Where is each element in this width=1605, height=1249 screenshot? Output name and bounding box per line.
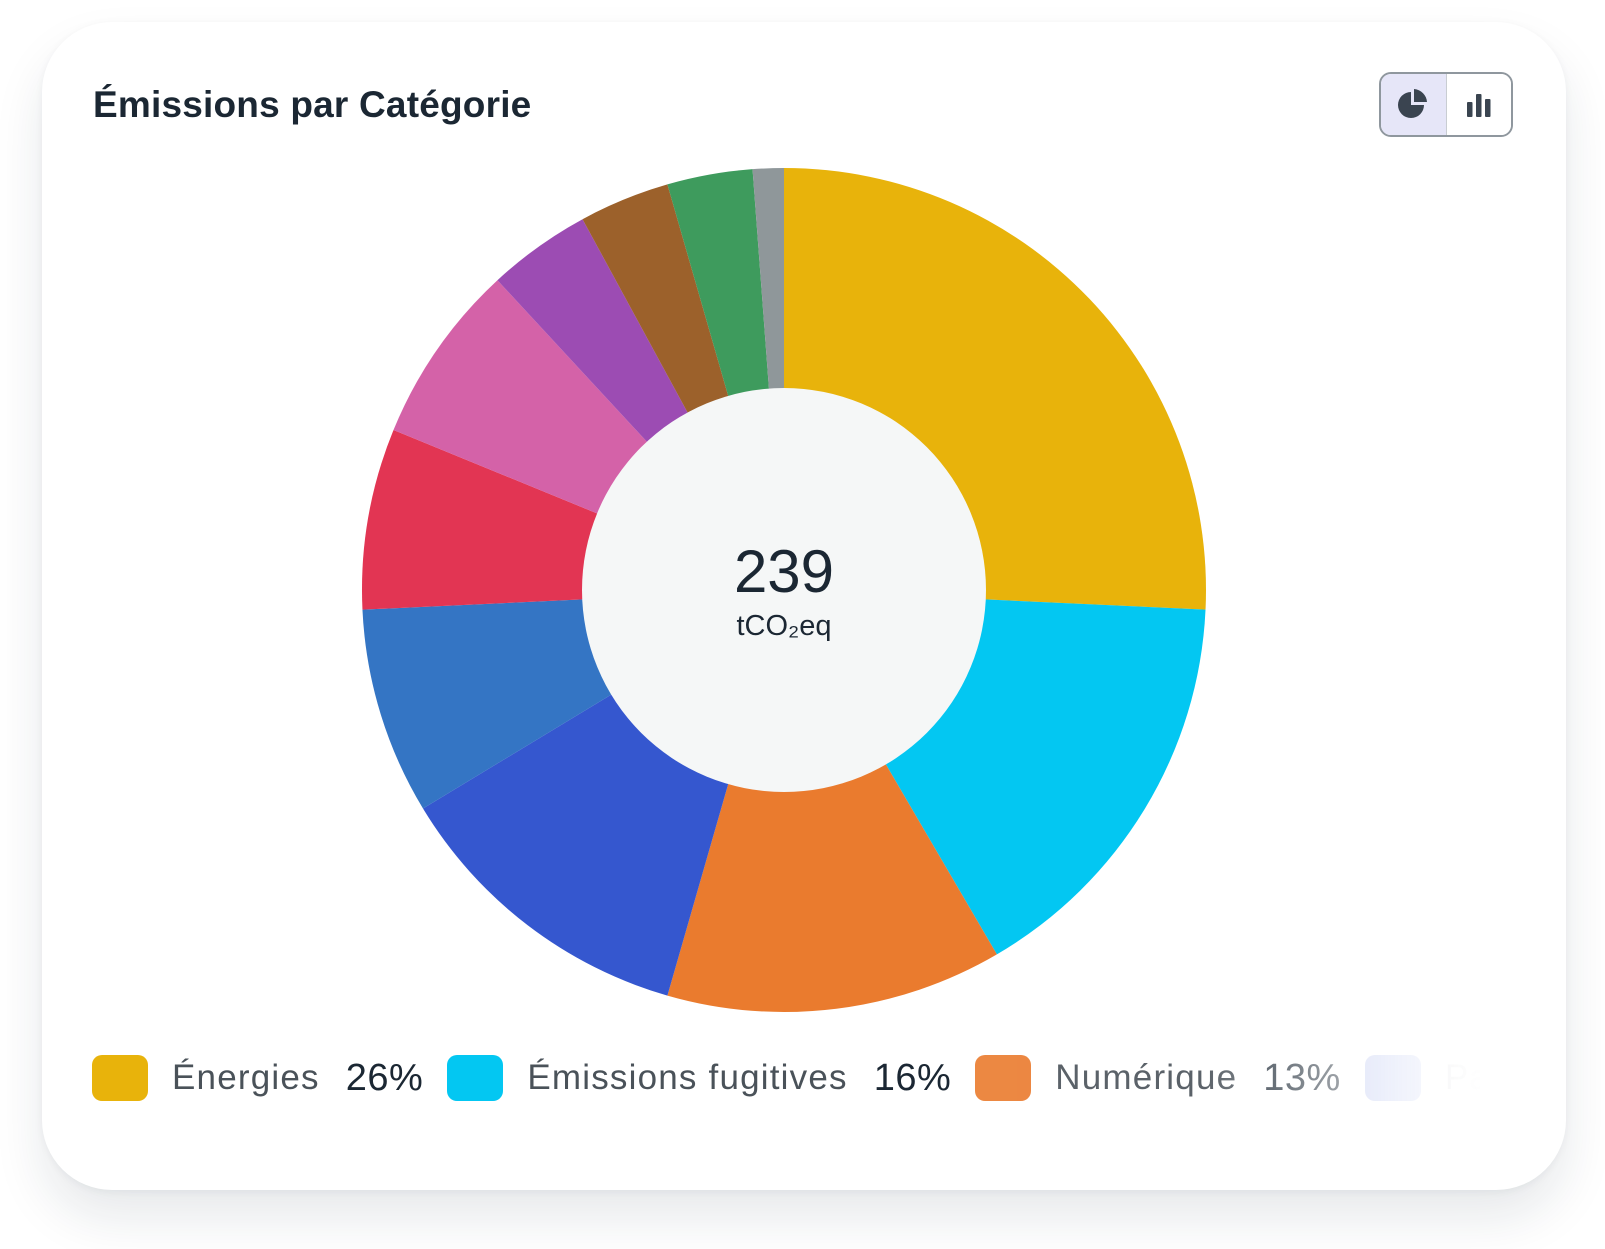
- legend-swatch: [1364, 1055, 1421, 1101]
- card-title: Émissions par Catégorie: [93, 84, 532, 125]
- chart-legend: Énergies 26% Émissions fugitives 16% Numériq…: [92, 1048, 1482, 1108]
- legend-label: Pa: [1444, 1058, 1482, 1097]
- legend-item[interactable]: Énergies 26%: [92, 1055, 447, 1101]
- legend-swatch: [975, 1055, 1032, 1101]
- pie-view-button[interactable]: [1381, 74, 1446, 135]
- chart-view-toggle: [1379, 72, 1513, 137]
- legend-item[interactable]: Pa: [1364, 1055, 1482, 1101]
- legend-label: Émissions fugitives: [527, 1058, 848, 1097]
- legend-label: Énergies: [172, 1058, 320, 1097]
- bar-chart-icon: [1466, 93, 1491, 117]
- legend-percent: 13%: [1263, 1056, 1341, 1099]
- legend-label: Numérique: [1055, 1058, 1238, 1097]
- legend-swatch: [92, 1055, 148, 1101]
- donut-center: [582, 388, 986, 792]
- bar-view-button[interactable]: [1445, 74, 1511, 135]
- legend-percent: 26%: [345, 1056, 424, 1099]
- emissions-card: Émissions par Catégorie 239 tCO₂eq Énerg…: [42, 22, 1566, 1190]
- pie-chart-icon: [1398, 88, 1428, 118]
- donut-slice[interactable]: [667, 590, 997, 1012]
- legend-swatch: [447, 1055, 504, 1101]
- center-total-unit: tCO₂eq: [736, 610, 831, 642]
- legend-percent: 16%: [873, 1056, 952, 1099]
- legend-item[interactable]: Émissions fugitives 16%: [447, 1055, 975, 1101]
- donut-chart: 239 tCO₂eq: [362, 168, 1206, 1012]
- legend-item[interactable]: Numérique 13%: [975, 1055, 1365, 1101]
- center-total-value: 239: [734, 538, 834, 605]
